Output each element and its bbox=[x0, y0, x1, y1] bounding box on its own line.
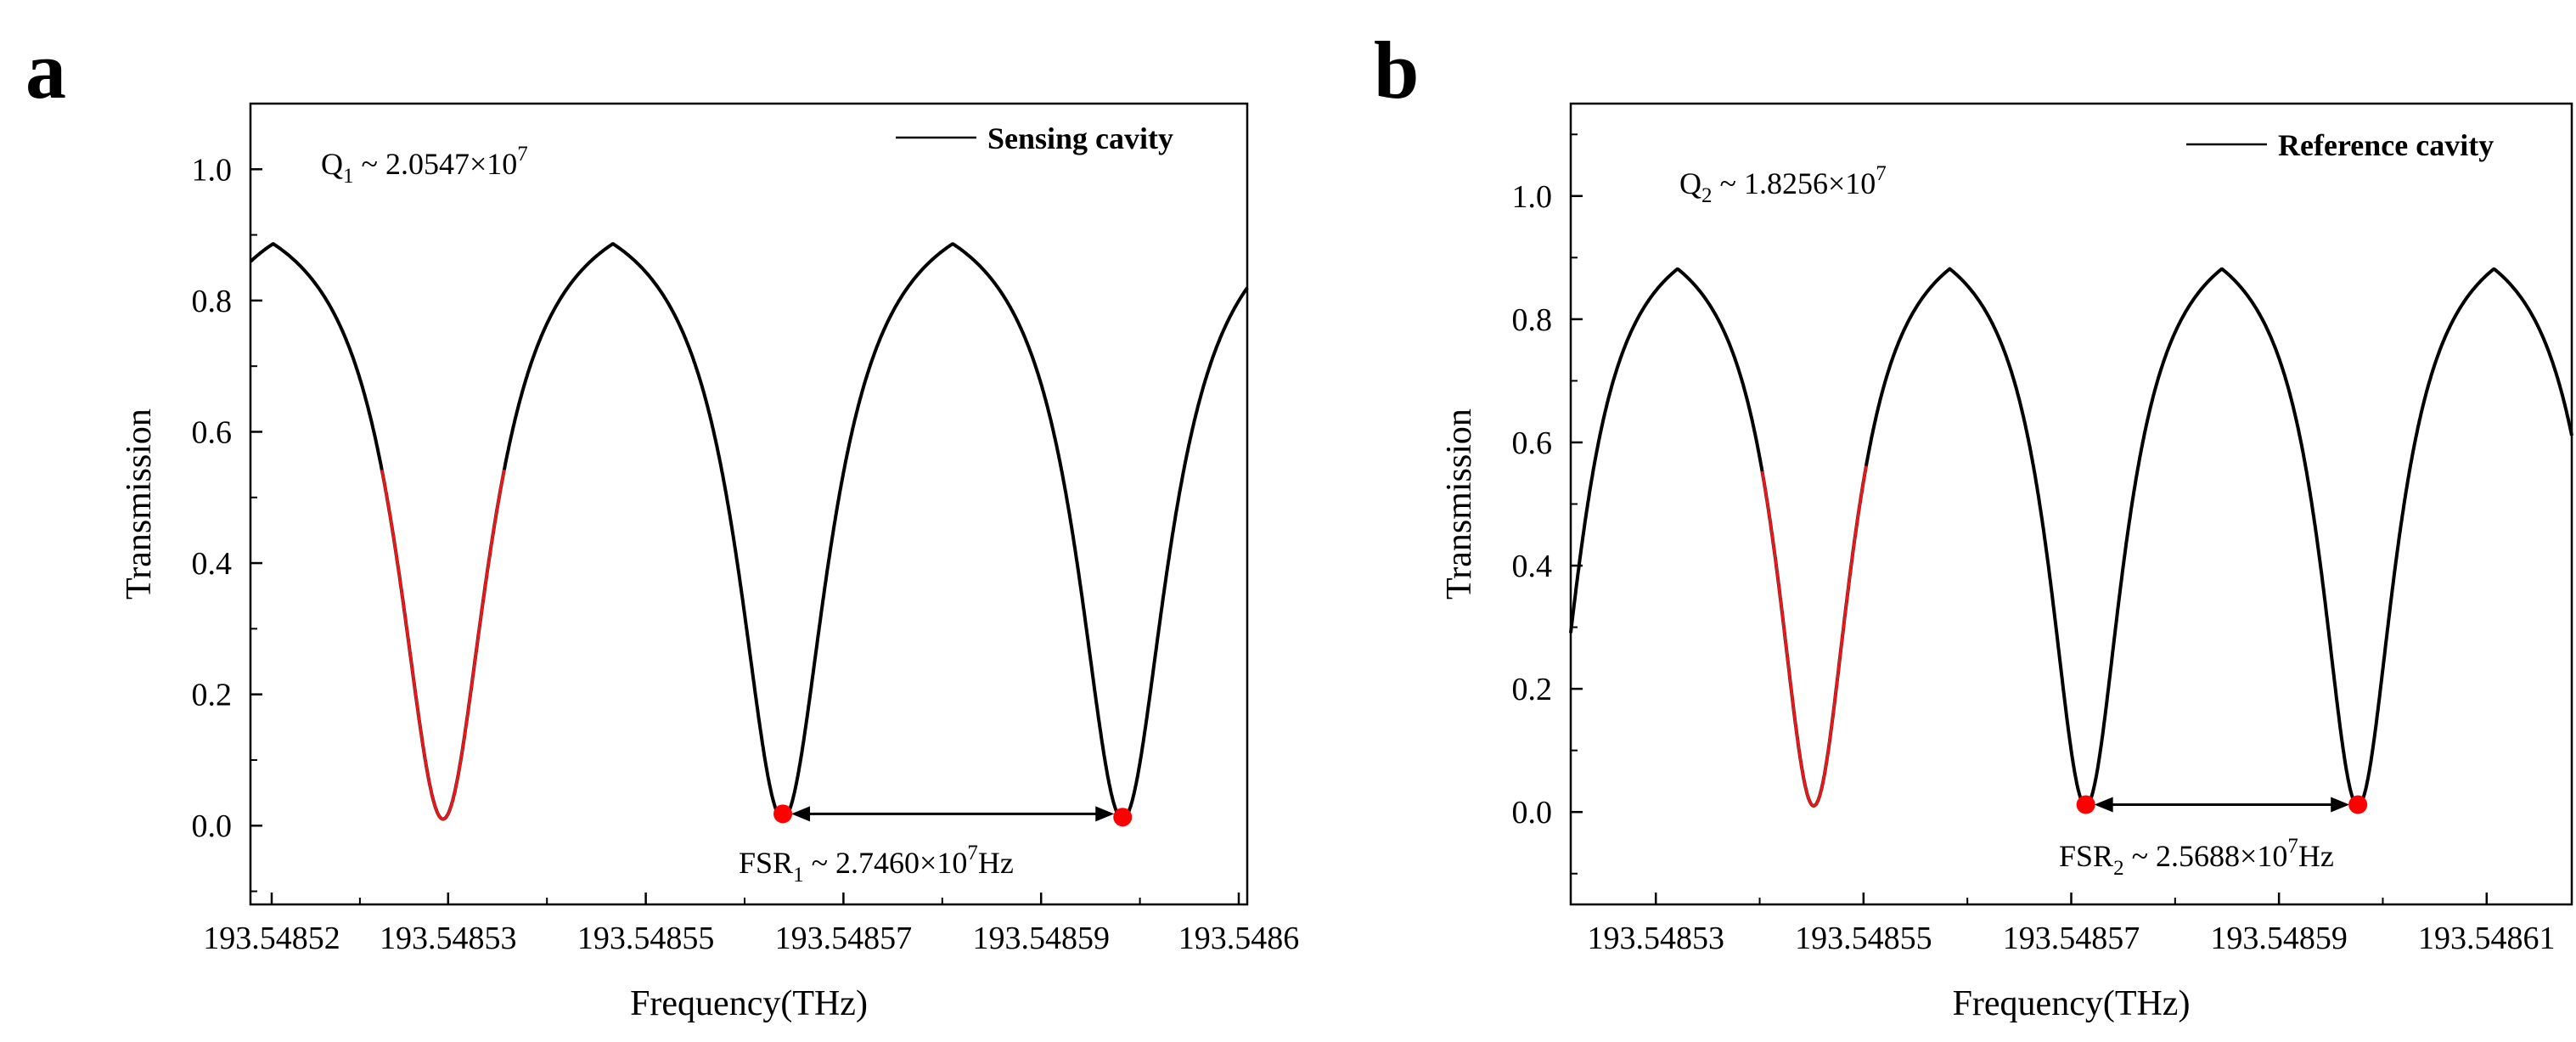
y-tick-label: 0.6 bbox=[192, 414, 233, 450]
fsr-exponent: 7 bbox=[967, 842, 978, 865]
fsr-annotation: FSR2 ~ 2.5688×107Hz bbox=[2059, 835, 2334, 880]
legend-label: Sensing cavity bbox=[987, 121, 1173, 155]
q-value: ~ 1.8256×10 bbox=[1713, 166, 1876, 200]
y-tick-labels: 0.0 0.2 0.4 0.6 0.8 1.0 bbox=[192, 152, 233, 844]
y-tick-label: 0.2 bbox=[192, 678, 233, 713]
x-tick-label: 193.54852 bbox=[203, 921, 340, 956]
fsr-subscript: 2 bbox=[2113, 857, 2124, 880]
legend-label: Reference cavity bbox=[2278, 128, 2494, 162]
y-tick-labels: 0.0 0.2 0.4 0.6 0.8 1.0 bbox=[1512, 179, 1553, 831]
x-tick-labels: 193.54853 193.54855 193.54857 193.54859 193.… bbox=[1587, 921, 2555, 956]
fsr-marker-point bbox=[773, 804, 793, 824]
y-tick-label: 1.0 bbox=[1512, 179, 1553, 215]
series-line-sensing-cavity bbox=[249, 242, 1249, 821]
y-axis-title: Transmission bbox=[120, 408, 159, 600]
q-exponent: 7 bbox=[517, 143, 528, 166]
fsr-prefix: FSR bbox=[739, 846, 793, 880]
fsr-unit: Hz bbox=[978, 846, 1014, 880]
arrowhead-right-icon bbox=[1095, 806, 1115, 822]
fsr-unit: Hz bbox=[2298, 839, 2334, 873]
arrowhead-right-icon bbox=[2331, 797, 2350, 813]
x-tick-label: 193.54853 bbox=[1587, 921, 1724, 956]
x-tick-label: 193.54853 bbox=[380, 921, 517, 956]
q-factor-annotation: Q2 ~ 1.8256×107 bbox=[1679, 162, 1887, 207]
x-tick-label: 193.54861 bbox=[2418, 921, 2556, 956]
x-tick-label: 193.54857 bbox=[775, 921, 913, 956]
q-value: ~ 2.0547×10 bbox=[354, 147, 518, 181]
x-tick-labels: 193.54852 193.54853 193.54855 193.54857 193.… bbox=[203, 921, 1299, 956]
fsr-value: ~ 2.7460×10 bbox=[804, 846, 968, 880]
y-tick-label: 1.0 bbox=[192, 152, 233, 188]
panel-letter-a: a bbox=[25, 25, 66, 115]
y-tick-label: 0.8 bbox=[1512, 302, 1553, 338]
q-subscript: 1 bbox=[343, 165, 354, 188]
q-subscript: 2 bbox=[1701, 184, 1713, 207]
y-tick-label: 0.6 bbox=[1512, 425, 1553, 461]
q-exponent: 7 bbox=[1876, 162, 1887, 185]
q-factor-annotation: Q1 ~ 2.0547×107 bbox=[321, 143, 528, 188]
series-line-reference-cavity bbox=[1569, 267, 2573, 808]
panel-letter-b: b bbox=[1374, 25, 1419, 115]
x-tick-label: 193.54859 bbox=[972, 921, 1110, 956]
x-tick-label: 193.5486 bbox=[1178, 921, 1300, 956]
y-tick-label: 0.0 bbox=[192, 808, 233, 844]
axis-ticks bbox=[250, 103, 1240, 904]
y-tick-label: 0.4 bbox=[192, 546, 233, 582]
x-tick-label: 193.54855 bbox=[577, 921, 715, 956]
x-axis-title: Frequency(THz) bbox=[1953, 984, 2191, 1023]
q-prefix: Q bbox=[1679, 166, 1701, 200]
arrowhead-left-icon bbox=[2094, 797, 2113, 813]
series-line-lorentzian-fit bbox=[1760, 465, 1868, 808]
chart-panel-b: 193.54853 193.54855 193.54857 193.54859 193.… bbox=[1440, 102, 2573, 1023]
fsr-exponent: 7 bbox=[2287, 835, 2298, 858]
y-tick-label: 0.0 bbox=[1512, 795, 1553, 831]
plot-frame bbox=[1569, 102, 2573, 906]
x-tick-label: 193.54855 bbox=[1795, 921, 1932, 956]
fsr-prefix: FSR bbox=[2059, 839, 2113, 873]
fsr-value: ~ 2.5688×10 bbox=[2124, 839, 2288, 873]
x-tick-label: 193.54859 bbox=[2210, 921, 2348, 956]
fsr-marker-point bbox=[2348, 795, 2368, 814]
fsr-marker-point bbox=[1113, 808, 1133, 827]
q-prefix: Q bbox=[321, 147, 343, 181]
y-axis-title: Transmission bbox=[1440, 408, 1479, 600]
fsr-subscript: 1 bbox=[793, 864, 804, 887]
y-tick-label: 0.2 bbox=[1512, 672, 1553, 707]
fsr-annotation: FSR1 ~ 2.7460×107Hz bbox=[739, 842, 1014, 887]
plot-frame bbox=[249, 102, 1249, 906]
x-tick-label: 193.54857 bbox=[2003, 921, 2140, 956]
y-tick-label: 0.4 bbox=[1512, 549, 1553, 584]
fsr-marker-point bbox=[2076, 795, 2095, 814]
arrowhead-left-icon bbox=[791, 806, 811, 822]
chart-panel-a: 193.54852 193.54853 193.54855 193.54857 193.… bbox=[120, 102, 1299, 1023]
x-axis-title: Frequency(THz) bbox=[630, 984, 868, 1023]
y-tick-label: 0.8 bbox=[192, 284, 233, 319]
series-line-lorentzian-fit bbox=[380, 470, 506, 821]
